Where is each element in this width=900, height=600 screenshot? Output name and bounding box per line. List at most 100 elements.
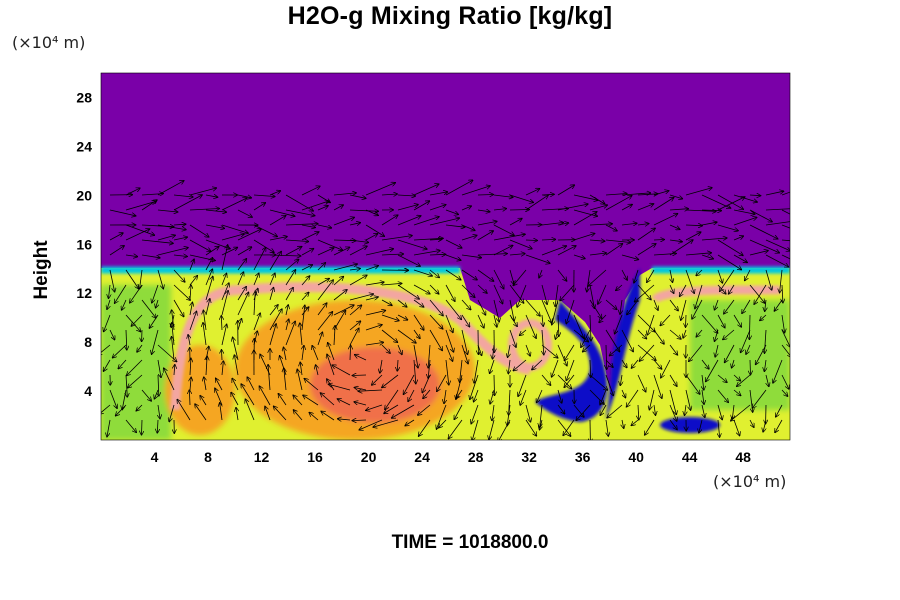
wind-arrow — [365, 209, 378, 215]
wind-arrow — [285, 240, 308, 242]
wind-arrow — [327, 354, 335, 376]
wind-arrow — [731, 404, 751, 421]
wind-arrow — [685, 225, 702, 226]
wind-arrow — [685, 404, 687, 415]
wind-arrow — [397, 284, 419, 299]
wind-arrow — [349, 210, 378, 211]
wind-arrow — [439, 419, 447, 428]
cloud-ring — [508, 319, 552, 371]
wind-arrow — [720, 269, 735, 291]
wind-arrow — [109, 269, 115, 292]
wind-arrow — [157, 269, 163, 289]
wind-arrow — [247, 377, 255, 391]
wind-arrow — [173, 195, 193, 197]
wind-arrow — [477, 254, 507, 255]
wind-arrow — [429, 218, 459, 226]
y-tick-label: 4 — [84, 383, 92, 399]
wind-arrow — [221, 248, 237, 256]
wind-arrow — [173, 255, 187, 257]
wind-arrow — [301, 201, 329, 211]
wind-arrow — [686, 314, 687, 327]
x-tick-label: 44 — [682, 449, 698, 465]
wind-arrow — [285, 260, 299, 271]
wind-arrow — [560, 284, 575, 301]
x-tick-label: 28 — [468, 449, 484, 465]
wind-arrow — [355, 355, 367, 361]
wind-arrow — [477, 314, 484, 328]
wind-arrow — [702, 404, 705, 417]
wind-arrow — [733, 314, 741, 327]
wind-arrow — [189, 276, 197, 286]
wind-arrow — [349, 275, 367, 286]
wind-arrow — [454, 404, 463, 419]
wind-arrow — [605, 329, 620, 352]
wind-arrow — [293, 395, 303, 406]
wind-arrow — [532, 359, 543, 370]
wind-arrow — [125, 269, 139, 289]
wind-arrow — [174, 365, 175, 376]
wind-arrow — [127, 359, 143, 375]
wind-arrow — [205, 277, 213, 301]
wind-arrow — [429, 269, 439, 278]
wind-vectors — [101, 180, 790, 440]
wind-arrow — [173, 224, 186, 225]
wind-arrow — [274, 406, 287, 421]
wind-arrow — [605, 194, 627, 196]
wind-arrow — [634, 269, 639, 283]
wind-arrow — [696, 329, 703, 337]
wind-arrow — [445, 209, 458, 214]
wind-arrow — [141, 299, 156, 318]
wind-arrow — [358, 390, 383, 391]
wind-arrow — [637, 314, 655, 332]
green-region-left — [101, 285, 171, 440]
dry-intrusion — [535, 300, 608, 422]
wind-arrow — [332, 365, 351, 376]
wind-arrow — [669, 419, 677, 430]
wind-arrow — [397, 299, 407, 307]
wind-arrow — [115, 284, 127, 303]
wind-arrow — [605, 374, 613, 396]
wind-arrow — [301, 225, 315, 228]
wind-arrow — [781, 389, 788, 396]
wind-arrow — [461, 186, 490, 196]
wind-arrow — [241, 384, 255, 406]
wind-arrow — [645, 419, 655, 435]
wind-arrow — [381, 344, 390, 353]
wind-arrow — [269, 305, 278, 316]
wind-arrow — [557, 204, 588, 211]
wind-arrow — [353, 375, 367, 376]
wind-arrow — [321, 393, 335, 406]
wind-arrow — [749, 284, 765, 303]
wind-arrow — [253, 273, 259, 286]
wind-arrow — [414, 359, 416, 384]
wind-arrow — [564, 374, 575, 387]
wind-arrow — [637, 284, 651, 300]
wind-arrow — [448, 419, 463, 439]
wind-arrow — [445, 180, 473, 196]
wind-arrow — [718, 419, 720, 437]
wind-arrow — [765, 239, 790, 251]
wind-arrow — [701, 254, 713, 259]
wind-arrow — [237, 229, 261, 241]
wind-arrow — [349, 194, 366, 198]
wind-arrow — [200, 396, 207, 406]
wind-arrow — [542, 314, 543, 326]
wind-arrow — [445, 299, 461, 319]
wind-arrow — [189, 209, 219, 211]
wind-arrow — [525, 195, 548, 211]
wind-arrow — [637, 244, 656, 256]
wind-arrow — [640, 344, 655, 361]
wind-arrow — [397, 344, 402, 354]
wind-arrow — [660, 314, 671, 326]
wind-arrow — [766, 374, 769, 386]
wind-arrow — [397, 254, 420, 266]
wind-arrow — [749, 419, 754, 427]
wind-arrow — [301, 307, 309, 316]
wind-arrow — [173, 195, 202, 211]
wind-arrow — [237, 287, 246, 301]
wind-arrow — [706, 359, 719, 382]
time-footer: TIME = 1018800.0 — [391, 532, 549, 553]
wind-arrow — [493, 246, 513, 256]
wind-arrow — [125, 229, 150, 241]
wind-arrow — [253, 248, 266, 271]
